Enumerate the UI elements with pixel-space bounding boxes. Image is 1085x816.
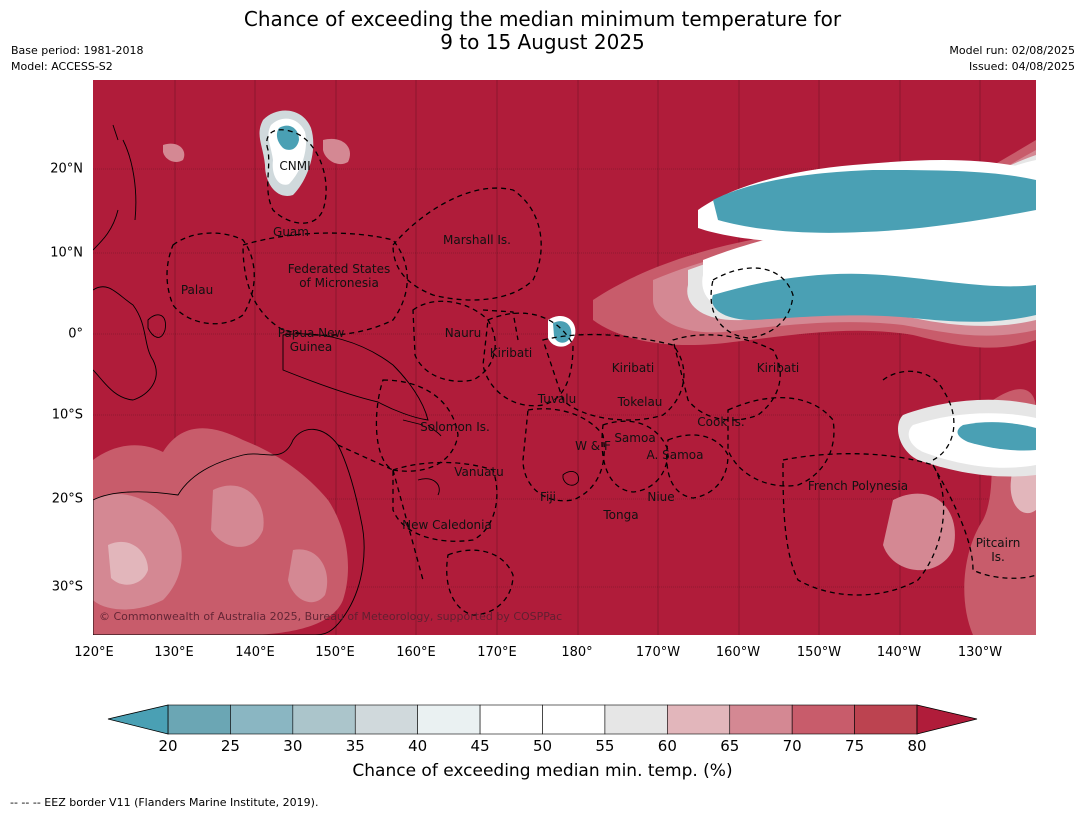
- y-tick: 20°N: [50, 161, 83, 177]
- colorbar-tick: 55: [595, 737, 615, 755]
- label-cook: Cook Is.: [697, 415, 744, 429]
- colorbar-tick: 45: [470, 737, 490, 755]
- label-png-2: Guinea: [290, 340, 333, 354]
- base-period: Base period: 1981-2018: [11, 44, 144, 57]
- x-tick: 160°W: [715, 645, 761, 660]
- colorbar-tick: 20: [158, 737, 178, 755]
- colorbar-tick: 70: [782, 737, 802, 755]
- model-run: Model run: 02/08/2025: [949, 44, 1075, 57]
- label-kiribati-east: Kiribati: [757, 361, 799, 375]
- issued-date: Issued: 04/08/2025: [968, 60, 1075, 73]
- colorbar-segment: [354, 704, 418, 735]
- x-tick: 170°W: [635, 645, 681, 660]
- label-fiji: Fiji: [540, 490, 556, 504]
- x-tick: 180°: [561, 645, 593, 660]
- label-pitcairn-1: Pitcairn: [976, 536, 1021, 550]
- colorbar-tick: 40: [408, 737, 428, 755]
- model-name: Model: ACCESS-S2: [11, 60, 113, 73]
- label-guam: Guam: [273, 225, 309, 239]
- colorbar: [107, 704, 978, 735]
- map-panel: CNMI Guam Marshall Is. Federated States …: [93, 80, 1036, 635]
- colorbar-segment: [604, 704, 668, 735]
- label-tuvalu: Tuvalu: [537, 392, 577, 406]
- map-canvas: CNMI Guam Marshall Is. Federated States …: [93, 80, 1036, 635]
- x-tick: 140°E: [235, 645, 275, 660]
- label-american-samoa: A. Samoa: [647, 448, 704, 462]
- colorbar-tick: 50: [532, 737, 553, 755]
- x-tick: 120°E: [74, 645, 114, 660]
- title-line-2: 9 to 15 August 2025: [440, 30, 645, 54]
- label-marshall: Marshall Is.: [443, 233, 511, 247]
- colorbar-tick: 65: [720, 737, 740, 755]
- colorbar-segment: [292, 704, 356, 735]
- colorbar-segment: [479, 704, 543, 735]
- x-tick: 140°W: [876, 645, 922, 660]
- label-new-caledonia: New Caledonia: [402, 518, 492, 532]
- label-tokelau: Tokelau: [617, 395, 663, 409]
- copyright-notice: © Commonwealth of Australia 2025, Bureau…: [99, 610, 563, 623]
- label-kiribati-west: Kiribati: [490, 346, 532, 360]
- label-png-1: Papua New: [278, 326, 345, 340]
- colorbar-tick: 30: [283, 737, 303, 755]
- y-tick: 10°N: [50, 245, 83, 261]
- y-tick: 30°S: [51, 579, 83, 595]
- colorbar-segment: [167, 704, 231, 735]
- label-niue: Niue: [647, 490, 674, 504]
- coastlines: [93, 124, 579, 635]
- label-fsm-2: of Micronesia: [299, 276, 379, 290]
- x-tick: 150°W: [796, 645, 842, 660]
- label-tonga: Tonga: [602, 508, 638, 522]
- label-french-polynesia: French Polynesia: [808, 479, 908, 493]
- colorbar-low-arrow: [107, 704, 169, 735]
- y-tick: 0°: [68, 326, 83, 342]
- x-tick: 150°E: [315, 645, 355, 660]
- colorbar-high-arrow: [916, 704, 978, 735]
- label-vanuatu: Vanuatu: [454, 465, 504, 479]
- colorbar-segment: [230, 704, 294, 735]
- x-tick: 170°E: [477, 645, 517, 660]
- eez-borders: [166, 129, 1036, 616]
- colorbar-tick: 25: [220, 737, 240, 755]
- label-cnmi: CNMI: [279, 159, 310, 173]
- label-samoa: Samoa: [614, 431, 655, 445]
- colorbar-tick: 75: [845, 737, 865, 755]
- y-tick: 10°S: [51, 407, 83, 423]
- colorbar-segment: [729, 704, 793, 735]
- eez-footnote: -- -- -- EEZ border V11 (Flanders Marine…: [10, 796, 319, 809]
- colorbar-tick: 60: [657, 737, 677, 755]
- colorbar-segment: [667, 704, 731, 735]
- colorbar-segment: [542, 704, 606, 735]
- x-tick: 130°E: [154, 645, 194, 660]
- colorbar-segment: [417, 704, 481, 735]
- label-kiribati-central: Kiribati: [612, 361, 654, 375]
- north-east-anomaly-band: [548, 140, 1036, 348]
- colorbar-segment: [791, 704, 855, 735]
- colorbar-segment: [854, 704, 918, 735]
- x-tick: 130°W: [957, 645, 1003, 660]
- colorbar-label: Chance of exceeding median min. temp. (%…: [352, 761, 733, 781]
- label-pitcairn-2: Is.: [991, 550, 1005, 564]
- label-palau: Palau: [181, 283, 213, 297]
- colorbar-tick: 35: [345, 737, 365, 755]
- colorbar-tick: 80: [907, 737, 927, 755]
- label-fsm-1: Federated States: [288, 262, 390, 276]
- label-nauru: Nauru: [445, 326, 481, 340]
- australia-anomaly-field: [93, 428, 348, 635]
- region-labels: CNMI Guam Marshall Is. Federated States …: [181, 159, 1020, 564]
- title-line-1: Chance of exceeding the median minimum t…: [243, 7, 842, 31]
- y-tick: 20°S: [51, 491, 83, 507]
- label-solomon: Solomon Is.: [420, 420, 490, 434]
- label-wallis-futuna: W & F: [575, 439, 611, 453]
- x-tick: 160°E: [396, 645, 436, 660]
